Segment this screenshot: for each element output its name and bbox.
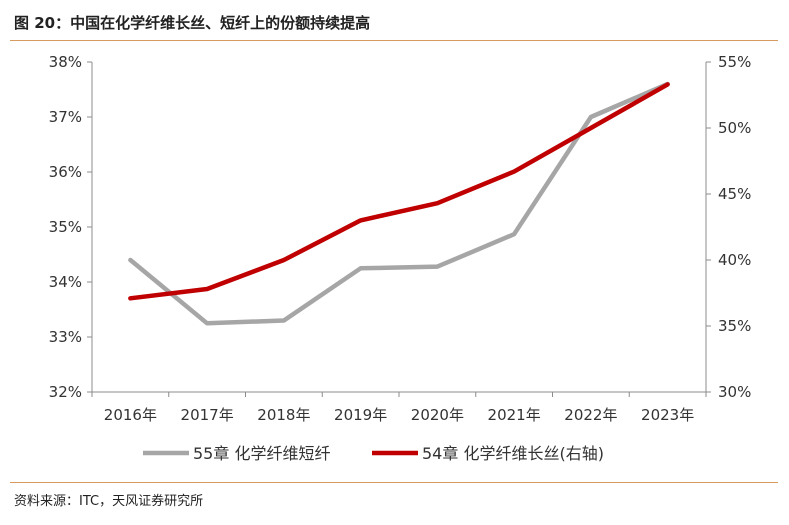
legend-label-2: 54章 化学纤维长丝(右轴) bbox=[422, 444, 604, 463]
data-point-2 bbox=[205, 287, 209, 291]
x-tick-label: 2016年 bbox=[104, 406, 157, 424]
right-axis-ticks: 30% 35% 40% 45% 50% 55% bbox=[706, 53, 751, 401]
source-divider bbox=[10, 482, 778, 483]
source-note: 资料来源：ITC，天风证券研究所 bbox=[14, 494, 204, 509]
title-divider bbox=[10, 40, 778, 41]
data-point-1 bbox=[435, 265, 439, 269]
right-tick-label: 40% bbox=[718, 251, 751, 269]
left-tick-label: 36% bbox=[49, 163, 82, 181]
chart-title: 图 20：中国在化学纤维长丝、短纤上的份额持续提高 bbox=[14, 14, 371, 32]
data-point-2 bbox=[282, 258, 286, 262]
data-point-2 bbox=[589, 126, 593, 130]
data-point-2 bbox=[512, 170, 516, 174]
data-point-1 bbox=[205, 321, 209, 325]
x-axis-ticks: 2016年 2017年 2018年 2019年 2020年 2021年 2022年 2023年 bbox=[91, 392, 707, 424]
left-tick-label: 35% bbox=[49, 218, 82, 236]
data-point-2 bbox=[435, 201, 439, 205]
chart-legend: 55章 化学纤维短纤 54章 化学纤维长丝(右轴) bbox=[143, 444, 604, 463]
data-point-2 bbox=[666, 82, 670, 86]
left-tick-label: 38% bbox=[49, 53, 82, 71]
left-tick-label: 33% bbox=[49, 328, 82, 346]
dual-axis-line-chart: 32% 33% 34% 35% 36% 37% 38% 30% 35% 40% 45% 50% 55%… bbox=[49, 53, 752, 463]
legend-label-1: 55章 化学纤维短纤 bbox=[193, 444, 330, 463]
chart-axes bbox=[91, 62, 707, 393]
x-tick-label: 2021年 bbox=[488, 406, 541, 424]
x-tick-label: 2023年 bbox=[641, 406, 694, 424]
data-point-1 bbox=[282, 319, 286, 322]
x-tick-label: 2019年 bbox=[334, 406, 387, 424]
left-axis-ticks: 32% 33% 34% 35% 36% 37% 38% bbox=[49, 53, 92, 401]
right-tick-label: 30% bbox=[718, 383, 751, 401]
x-tick-label: 2020年 bbox=[411, 406, 464, 424]
right-tick-label: 55% bbox=[718, 53, 751, 71]
data-point-2 bbox=[359, 218, 363, 222]
x-tick-label: 2022年 bbox=[564, 406, 617, 424]
data-point-1 bbox=[512, 232, 516, 236]
data-point-1 bbox=[359, 266, 363, 270]
x-tick-label: 2018年 bbox=[257, 406, 310, 424]
series-line-2 bbox=[128, 82, 670, 301]
right-tick-label: 50% bbox=[718, 119, 751, 137]
left-tick-label: 32% bbox=[49, 383, 82, 401]
data-point-1 bbox=[128, 258, 132, 262]
series-lines bbox=[128, 81, 670, 326]
left-tick-label: 37% bbox=[49, 108, 82, 126]
right-tick-label: 45% bbox=[718, 185, 751, 203]
left-tick-label: 34% bbox=[49, 273, 82, 291]
data-point-1 bbox=[589, 115, 593, 119]
right-tick-label: 35% bbox=[718, 317, 751, 335]
x-tick-label: 2017年 bbox=[181, 406, 234, 424]
data-point-2 bbox=[128, 296, 132, 300]
